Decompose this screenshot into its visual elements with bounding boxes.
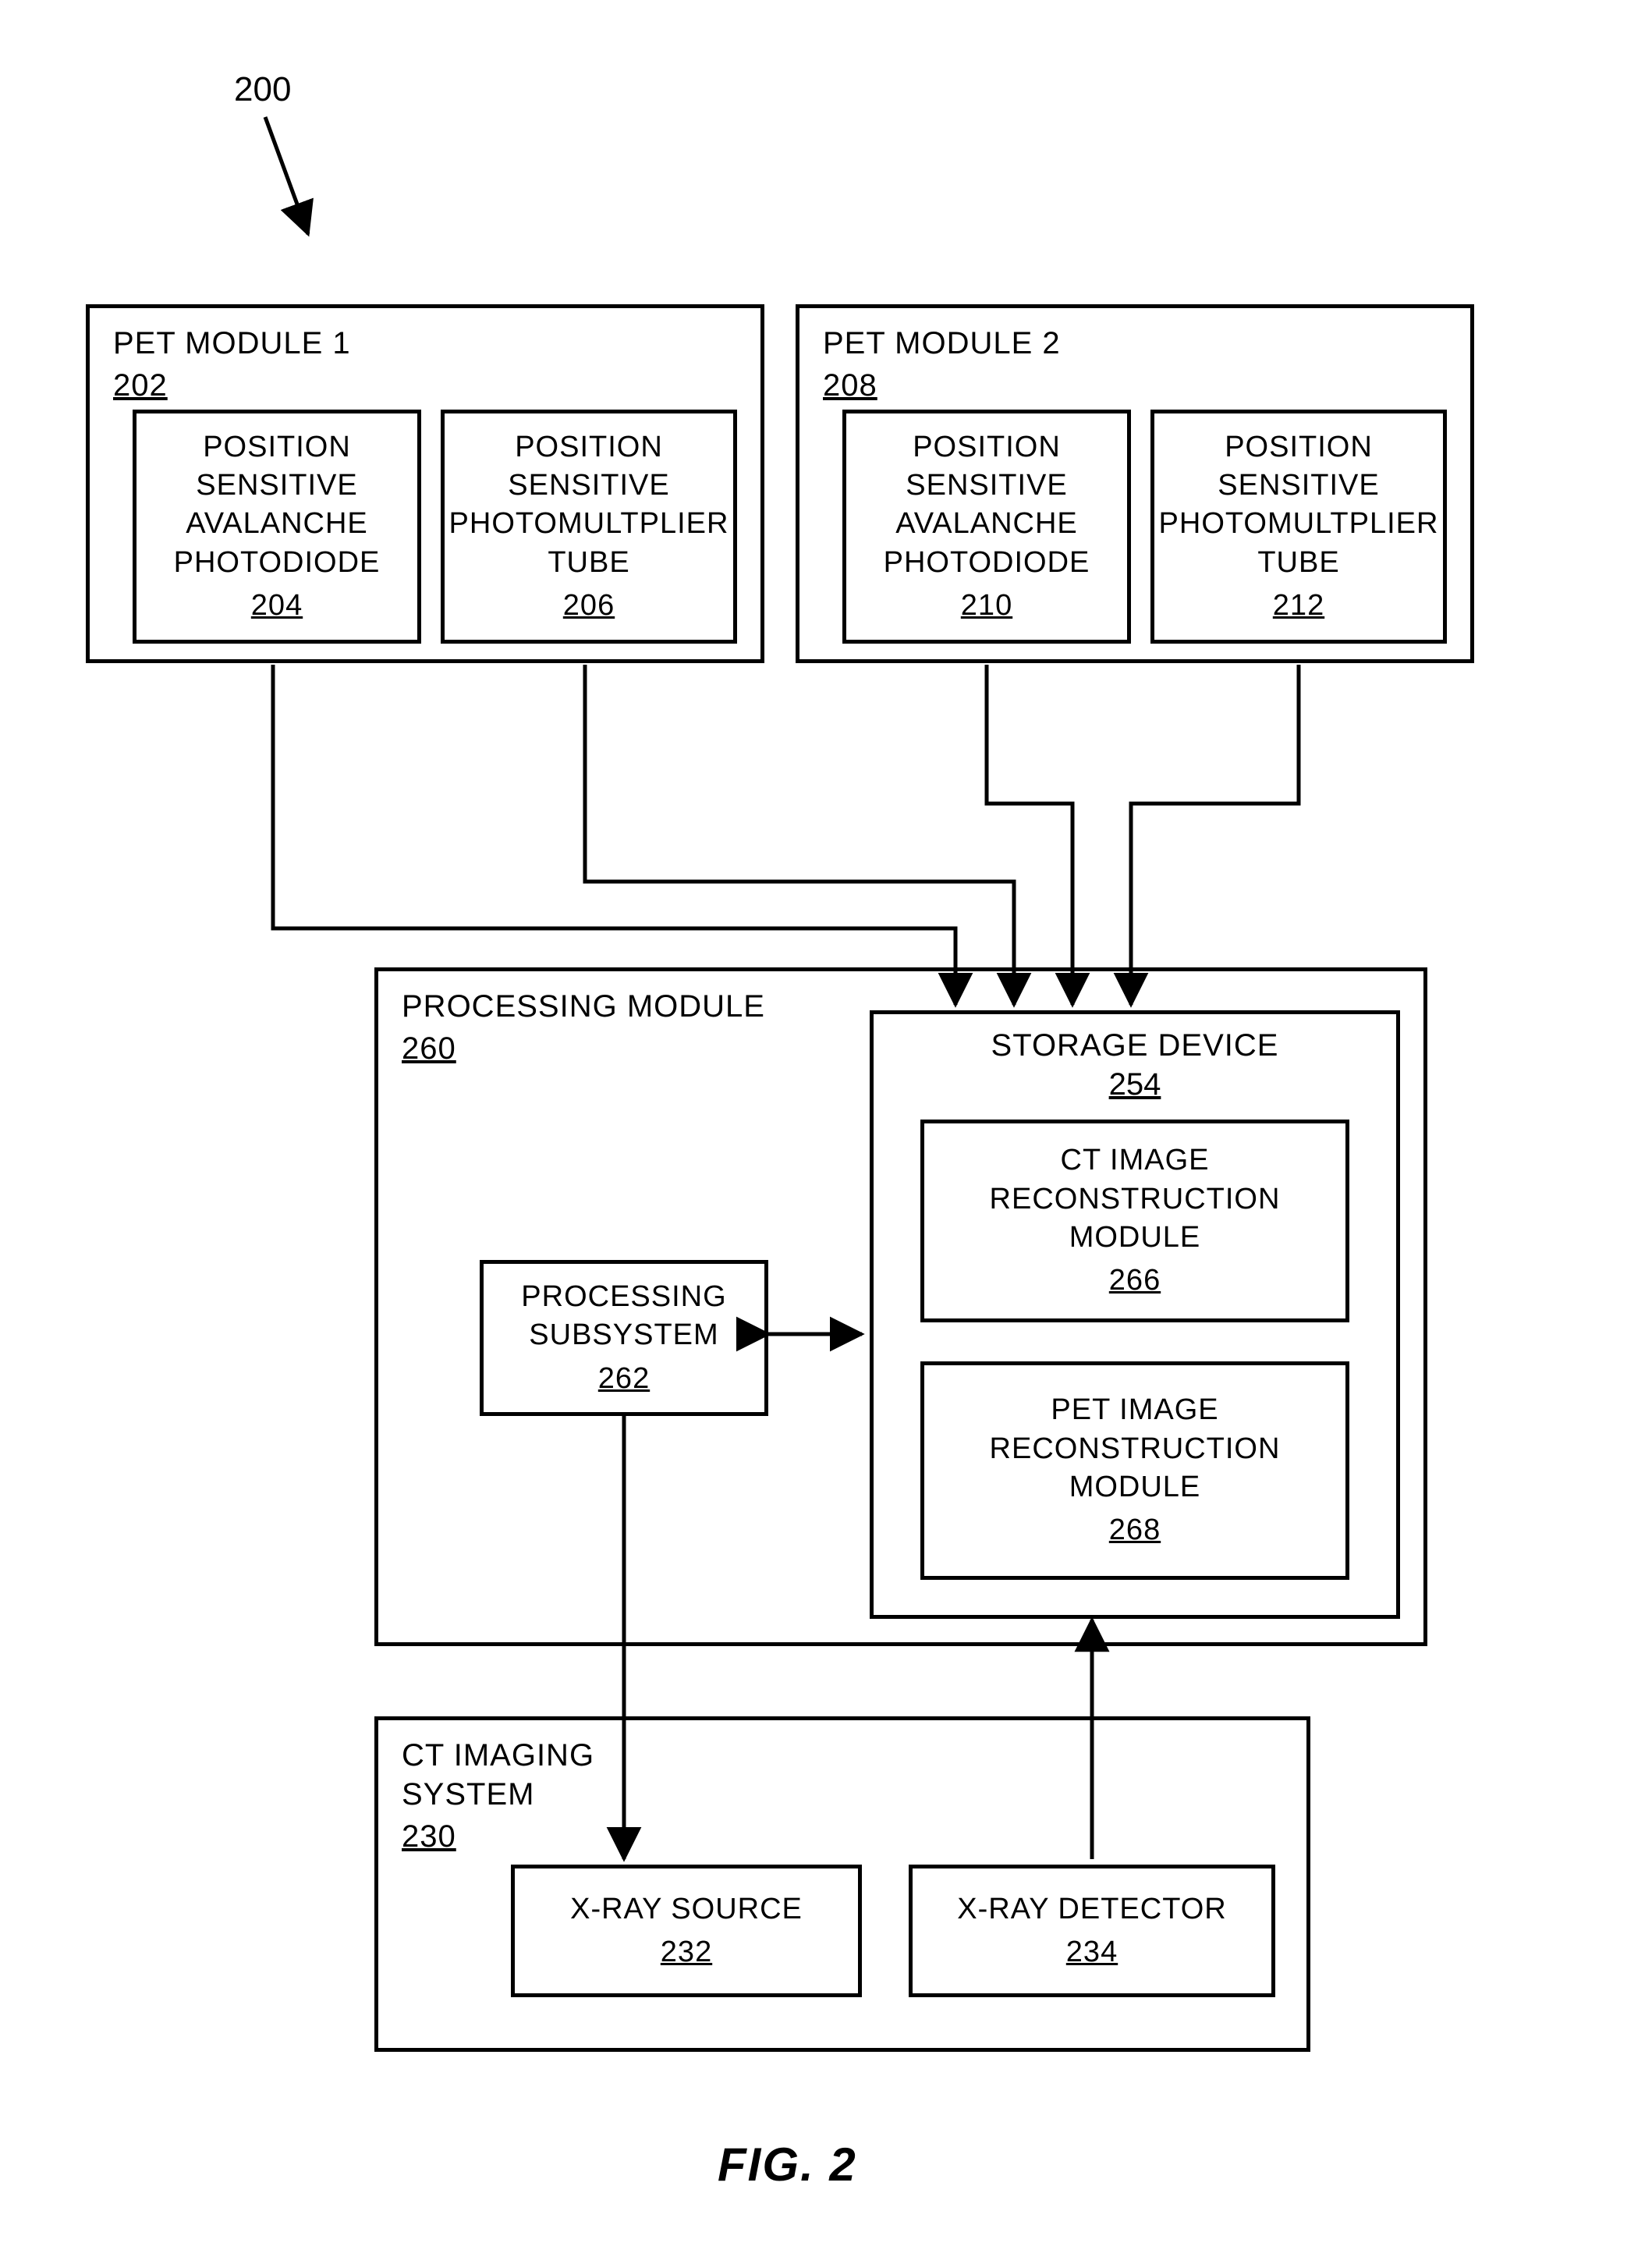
figure-label: FIG. 2 [718, 2138, 857, 2191]
pet2-apd-l4: PHOTODIODE [884, 544, 1090, 582]
storage-title: STORAGE DEVICE [874, 1028, 1396, 1063]
ct-recon-ref: 266 [1109, 1262, 1161, 1300]
processing-subsystem: PROCESSING SUBSYSTEM 262 [480, 1260, 768, 1416]
pet-module-1: PET MODULE 1 202 POSITION SENSITIVE AVAL… [86, 304, 764, 663]
storage-device: STORAGE DEVICE 254 CT IMAGE RECONSTRUCTI… [870, 1010, 1400, 1619]
pet1-apd-ref: 204 [251, 587, 303, 625]
processing-module: PROCESSING MODULE 260 PROCESSING SUBSYST… [374, 967, 1427, 1646]
figure-callout: 200 [234, 70, 291, 109]
ct-ref: 230 [402, 1817, 594, 1856]
ct-recon-module: CT IMAGE RECONSTRUCTION MODULE 266 [920, 1120, 1349, 1322]
pet1-apd-l3: AVALANCHE [186, 505, 368, 543]
pet-recon-l2: RECONSTRUCTION [990, 1430, 1281, 1468]
proc-sub-l1: PROCESSING [521, 1278, 726, 1316]
pet1-apd-l2: SENSITIVE [196, 467, 358, 505]
xray-detector-ref: 234 [1066, 1933, 1118, 1971]
pet1-pmt-ref: 206 [563, 587, 615, 625]
xray-detector: X-RAY DETECTOR 234 [909, 1865, 1275, 1997]
proc-title-area: PROCESSING MODULE 260 [402, 987, 765, 1068]
proc-sub-ref: 262 [598, 1360, 650, 1398]
ct-recon-l2: RECONSTRUCTION [990, 1180, 1281, 1219]
pet2-ref: 208 [823, 366, 1061, 405]
pet-recon-l3: MODULE [1069, 1468, 1201, 1506]
pet2-pmt-l4: TUBE [1257, 544, 1339, 582]
xray-detector-l1: X-RAY DETECTOR [957, 1890, 1227, 1929]
ct-title2: SYSTEM [402, 1775, 594, 1814]
proc-ref: 260 [402, 1029, 765, 1068]
pet2-apd-ref: 210 [961, 587, 1012, 625]
pet2-pmt-l3: PHOTOMULTPLIER [1159, 505, 1439, 543]
ct-title1: CT IMAGING [402, 1736, 594, 1775]
pet1-pmt-l2: SENSITIVE [508, 467, 670, 505]
ct-imaging-system: CT IMAGING SYSTEM 230 X-RAY SOURCE 232 X… [374, 1716, 1310, 2052]
xray-source-l1: X-RAY SOURCE [570, 1890, 803, 1929]
pet1-apd-l1: POSITION [203, 428, 351, 467]
storage-ref: 254 [1109, 1067, 1161, 1102]
pet2-apd-l1: POSITION [913, 428, 1061, 467]
xray-source: X-RAY SOURCE 232 [511, 1865, 862, 1997]
pet2-pmt: POSITION SENSITIVE PHOTOMULTPLIER TUBE 2… [1150, 410, 1447, 644]
pet-recon-ref: 268 [1109, 1511, 1161, 1549]
pet2-pmt-l1: POSITION [1225, 428, 1373, 467]
pet2-apd-l2: SENSITIVE [906, 467, 1068, 505]
pet1-apd-l4: PHOTODIODE [174, 544, 381, 582]
ct-title-area: CT IMAGING SYSTEM 230 [402, 1736, 594, 1856]
pet1-pmt-l3: PHOTOMULTPLIER [449, 505, 729, 543]
xray-source-ref: 232 [661, 1933, 712, 1971]
pet2-apd: POSITION SENSITIVE AVALANCHE PHOTODIODE … [842, 410, 1131, 644]
ct-recon-l3: MODULE [1069, 1219, 1201, 1257]
pet-recon-module: PET IMAGE RECONSTRUCTION MODULE 268 [920, 1361, 1349, 1580]
proc-sub-l2: SUBSYSTEM [529, 1316, 718, 1354]
pet-recon-l1: PET IMAGE [1051, 1391, 1218, 1429]
pet1-title: PET MODULE 1 [113, 324, 351, 363]
pet2-apd-l3: AVALANCHE [895, 505, 1078, 543]
pet1-title-area: PET MODULE 1 202 [113, 324, 351, 405]
diagram-canvas: 200 PET MODULE 1 202 POSITION SENSITIVE … [0, 0, 1652, 2257]
proc-title: PROCESSING MODULE [402, 987, 765, 1026]
pet1-ref: 202 [113, 366, 351, 405]
pet2-title-area: PET MODULE 2 208 [823, 324, 1061, 405]
pet1-pmt-l1: POSITION [515, 428, 663, 467]
pet2-pmt-ref: 212 [1273, 587, 1324, 625]
pet1-pmt-l4: TUBE [548, 544, 629, 582]
pet1-apd: POSITION SENSITIVE AVALANCHE PHOTODIODE … [133, 410, 421, 644]
pet2-title: PET MODULE 2 [823, 324, 1061, 363]
ct-recon-l1: CT IMAGE [1061, 1141, 1210, 1180]
pet1-pmt: POSITION SENSITIVE PHOTOMULTPLIER TUBE 2… [441, 410, 737, 644]
pet-module-2: PET MODULE 2 208 POSITION SENSITIVE AVAL… [796, 304, 1474, 663]
pet2-pmt-l2: SENSITIVE [1218, 467, 1380, 505]
